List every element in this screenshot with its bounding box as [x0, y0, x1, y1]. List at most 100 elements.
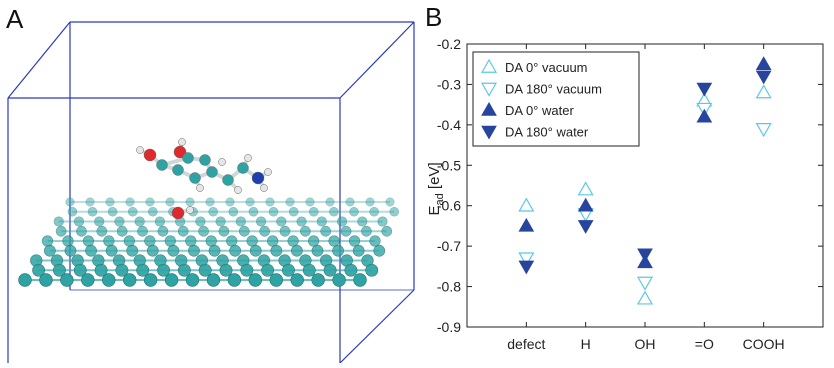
x-tick-label: H [581, 336, 591, 352]
legend-label: DA 0° vacuum [505, 60, 588, 75]
legend-label: DA 0° water [505, 103, 574, 118]
legend-marker [480, 58, 498, 73]
carbon-atom [53, 216, 64, 227]
carbon-atom [270, 244, 283, 257]
legend-box [472, 51, 640, 147]
carbon-atom [148, 206, 158, 217]
carbon-atom [167, 244, 180, 257]
carbon-atom [43, 244, 56, 257]
dopamine-molecule [136, 138, 272, 220]
x-tick-label: COOH [743, 336, 785, 352]
carbon-atom [156, 159, 168, 171]
carbon-atom [285, 197, 295, 207]
carbon-atom [105, 244, 118, 257]
panel-b: B -0.9 -0.8 -0.7 -0.6 -0.5 -0.4 -0.3 -0.2 defect… [425, 0, 834, 363]
carbon-atom [185, 273, 200, 287]
oxygen-atom [143, 148, 157, 162]
carbon-atom [228, 206, 239, 217]
carbon-atom [353, 273, 367, 287]
data-point [696, 82, 713, 97]
carbon-atom [352, 244, 365, 257]
hydrogen-atom [136, 146, 144, 154]
panel-a: A [6, 4, 415, 364]
hydrogen-atom [260, 184, 268, 192]
carbon-atom [205, 197, 215, 207]
carbon-atom [127, 206, 138, 217]
carbon-atom [290, 273, 304, 287]
carbon-atom [85, 244, 97, 257]
carbon-atom [136, 263, 150, 277]
carbon-atom [249, 244, 262, 257]
carbon-atom [377, 216, 388, 227]
carbon-atom [145, 197, 155, 207]
carbon-atom [82, 235, 95, 247]
carbon-atom [282, 263, 295, 277]
carbon-atom [208, 244, 221, 257]
carbon-atom [225, 197, 235, 207]
carbon-atom [218, 225, 230, 237]
carbon-atom [126, 244, 139, 257]
hydrogen-atom [196, 184, 204, 192]
carbon-atom [276, 216, 287, 227]
data-point [637, 248, 653, 263]
carbon-atom [185, 197, 195, 207]
carbon-atom [268, 206, 279, 217]
carbon-atom [198, 263, 212, 277]
y-tick-label: -0.5 [437, 157, 461, 173]
carbon-atom [94, 216, 105, 227]
carbon-atom [287, 235, 299, 247]
nitrogen-atom [251, 171, 265, 185]
carbon-atom [53, 263, 66, 277]
carbon-atom [226, 235, 238, 247]
data-point [518, 260, 535, 275]
carbon-atom [76, 225, 87, 237]
carbon-atom [325, 197, 335, 207]
carbon-atom [96, 225, 108, 237]
carbon-atom [206, 166, 218, 178]
carbon-atom [385, 197, 395, 207]
carbon-atom [369, 206, 379, 217]
carbon-atom [245, 197, 255, 207]
carbon-atom [144, 235, 156, 247]
x-tick-label: OH [635, 336, 656, 352]
data-point [577, 220, 594, 234]
data-point [577, 181, 594, 196]
data-point [755, 56, 772, 70]
carbon-atom [87, 206, 98, 217]
carbon-atom [215, 216, 226, 227]
carbon-atom [305, 197, 315, 207]
carbon-atom [154, 216, 165, 227]
carbon-atom [94, 263, 108, 277]
data-point [518, 217, 535, 232]
y-tick-label: -0.9 [437, 319, 461, 335]
carbon-atom [137, 225, 148, 237]
carbon-atom [357, 216, 368, 227]
data-point [577, 197, 594, 212]
data-point [696, 108, 713, 123]
carbon-atom [256, 216, 267, 227]
chart-legend: DA 0° vacuum DA 180° vacuum DA 0° water DA … [472, 51, 640, 147]
carbon-atom [373, 244, 386, 257]
carbon-atom [206, 273, 221, 287]
carbon-atom [18, 273, 32, 287]
carbon-atom [164, 235, 176, 247]
carbon-atom [105, 197, 115, 207]
carbon-atom [361, 225, 372, 237]
carbon-atom [157, 225, 169, 237]
carbon-atom [369, 235, 381, 247]
carbon-atom [60, 273, 74, 287]
carbon-atom [62, 235, 74, 247]
carbon-atom [172, 164, 184, 176]
carbon-atom [288, 206, 299, 217]
carbon-atom [55, 225, 67, 237]
carbon-atom [123, 235, 135, 247]
data-point [636, 276, 654, 291]
hydrogen-atom [234, 186, 242, 194]
chart-axes: -0.9 -0.8 -0.7 -0.6 -0.5 -0.4 -0.3 -0.2 defect H O… [426, 36, 824, 352]
carbon-atom [205, 235, 217, 247]
carbon-atom [114, 216, 125, 227]
data-point [518, 252, 535, 267]
carbon-atom [261, 263, 275, 277]
carbon-atom [279, 225, 291, 237]
carbon-atom [195, 216, 206, 227]
